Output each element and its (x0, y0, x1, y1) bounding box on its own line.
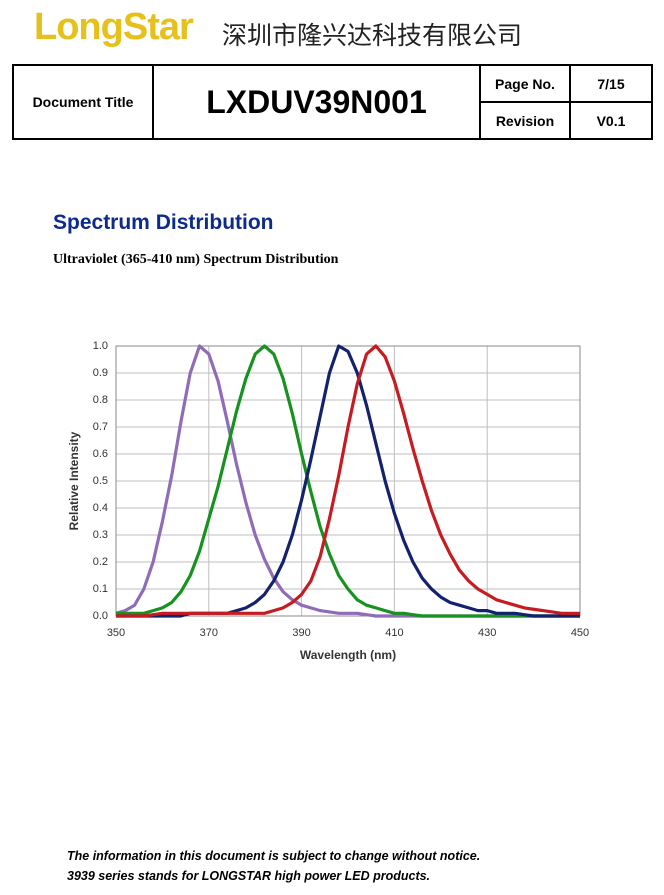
y-axis-label: Relative Intensity (67, 431, 81, 530)
y-tick-label: 0.0 (93, 610, 108, 622)
series-line (116, 344, 580, 618)
label-cell: Revision (479, 101, 571, 140)
page-no: 7/15 (569, 64, 653, 103)
x-tick-label: 430 (478, 627, 496, 639)
series-line (116, 344, 580, 618)
y-tick-label: 0.5 (93, 475, 108, 487)
x-tick-label: 410 (385, 627, 403, 639)
label-cell: Page No. (479, 64, 571, 103)
y-tick-label: 0.1 (93, 583, 108, 595)
y-tick-label: 0.4 (93, 502, 108, 514)
y-tick-label: 0.8 (93, 394, 108, 406)
doc-table: Document Title LXDUV39N001 Page No. 7/15… (12, 64, 653, 140)
footer-note: The information in this document is subj… (67, 849, 481, 863)
y-tick-label: 0.7 (93, 421, 108, 433)
logo: LongStar (34, 6, 194, 48)
y-tick-label: 0.3 (93, 529, 108, 541)
section-subtitle: Ultraviolet (365-410 nm) Spectrum Distri… (53, 252, 339, 267)
x-axis-label: Wavelength (nm) (300, 648, 396, 662)
y-tick-label: 0.9 (93, 367, 108, 379)
company-name: 深圳市隆兴达科技有限公司 (222, 21, 523, 50)
x-tick-label: 390 (292, 627, 310, 639)
section-title: Spectrum Distribution (53, 211, 274, 234)
x-tick-label: 350 (107, 627, 125, 639)
plot-frame (115, 345, 581, 617)
x-tick-label: 450 (571, 627, 589, 639)
revision: V0.1 (569, 101, 653, 140)
doc-title: LXDUV39N001 (152, 64, 481, 140)
x-tick-label: 370 (200, 627, 218, 639)
footer-note: 3939 series stands for LONGSTAR high pow… (67, 869, 431, 883)
y-tick-label: 0.2 (93, 556, 108, 568)
y-tick-label: 1.0 (93, 340, 108, 352)
y-tick-label: 0.6 (93, 448, 108, 460)
label-cell: Document Title (12, 64, 154, 140)
